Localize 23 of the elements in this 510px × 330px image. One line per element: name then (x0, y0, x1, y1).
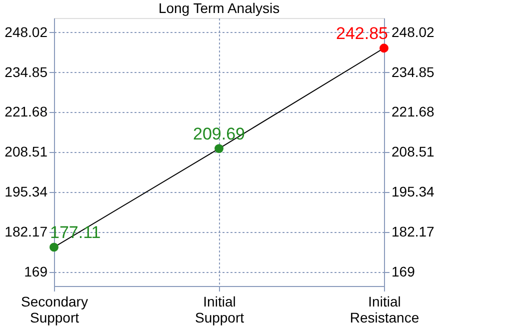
chart-title: Long Term Analysis (158, 0, 280, 16)
y2-tick-label: 221.68 (392, 104, 435, 120)
y-tick-label: 208.51 (4, 144, 48, 160)
y2-tick-label: 195.34 (392, 184, 435, 200)
x-tick-label: Secondary Support (21, 294, 88, 326)
y-tick-label: 221.68 (4, 104, 48, 120)
x-tick-label: Initial Resistance (350, 294, 420, 326)
point (50, 242, 58, 252)
y2-tick-label: 169 (392, 263, 416, 280)
y2-tick-label: 208.51 (392, 144, 435, 160)
y2-tick-label: 248.02 (392, 24, 435, 40)
y-tick-label: 169 (24, 263, 48, 280)
data-label: 242.85 (336, 24, 388, 44)
point (380, 44, 388, 53)
y-tick-label: 195.34 (4, 184, 48, 200)
y-tick-label: 234.85 (4, 64, 48, 80)
x-tick-label: Initial Support (194, 294, 244, 326)
data-label: 209.69 (193, 124, 245, 144)
y-tick-label: 248.02 (4, 24, 48, 40)
y2-tick-label: 182.17 (392, 223, 435, 240)
y-tick-label: 182.17 (4, 223, 48, 240)
point (214, 144, 224, 154)
y2-tick-label: 234.85 (392, 64, 435, 80)
